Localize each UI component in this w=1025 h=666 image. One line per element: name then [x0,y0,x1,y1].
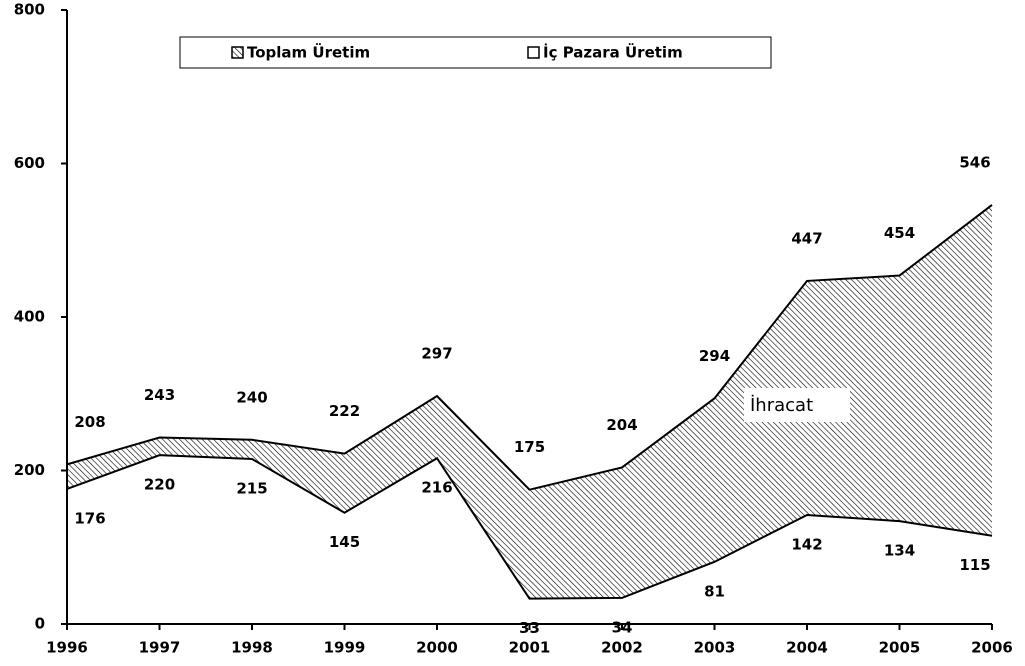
x-tick-label: 2003 [694,639,736,657]
data-label: 222 [329,402,360,420]
data-label: 81 [704,582,725,600]
y-tick-label: 400 [14,308,45,326]
data-label: 447 [791,229,822,247]
data-label: 176 [74,509,105,527]
x-tick-label: 1996 [46,639,88,657]
x-tick-label: 2000 [416,639,458,657]
y-tick-label: 800 [14,1,45,19]
data-label: 215 [236,479,267,497]
legend-swatch [231,46,244,59]
data-label: 175 [514,438,545,456]
data-label: 145 [329,533,360,551]
data-label: 243 [144,386,175,404]
x-tick-label: 2002 [601,639,643,657]
data-label: 297 [421,345,452,363]
annotation-box [744,388,850,422]
data-label: 204 [606,416,637,434]
y-tick-label: 0 [35,615,45,633]
x-tick-label: 1998 [231,639,273,657]
x-tick-label: 2005 [879,639,921,657]
data-label: 216 [421,479,452,497]
data-label: 454 [884,224,915,242]
area [67,455,992,624]
data-label: 115 [959,556,990,574]
x-tick-label: 2006 [971,639,1013,657]
legend-label: Toplam Üretim [247,43,370,62]
data-label: 546 [959,153,990,171]
x-tick-label: 1999 [324,639,366,657]
data-label: 142 [791,536,822,554]
data-label: 220 [144,476,175,494]
legend [179,36,772,69]
data-label: 134 [884,542,915,560]
line [66,204,993,491]
y-tick-label: 200 [14,461,45,479]
x-tick-label: 1997 [139,639,181,657]
data-label: 240 [236,388,267,406]
data-label: 294 [699,347,730,365]
data-label: 208 [74,413,105,431]
annotation: İhracat [750,395,813,416]
x-tick-label: 2001 [509,639,551,657]
line [66,454,993,600]
x-tick-label: 2004 [786,639,828,657]
legend-swatch [527,46,540,59]
legend-label: İç Pazara Üretim [543,43,683,62]
y-tick-label: 600 [14,154,45,172]
